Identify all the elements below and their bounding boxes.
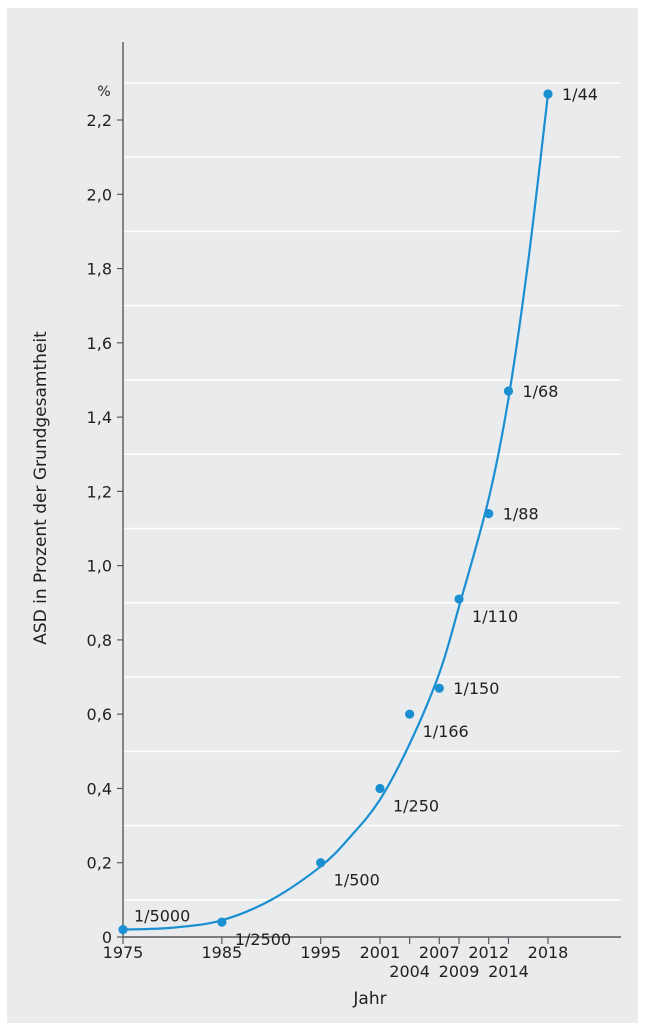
y-tick-label: 1,4 <box>87 408 112 427</box>
data-point <box>375 783 385 794</box>
data-point <box>484 509 494 519</box>
y-tick-label: 0,4 <box>87 779 112 798</box>
x-tick-label: 2012 <box>468 943 509 962</box>
data-point <box>543 89 553 99</box>
y-tick-label: 1,0 <box>87 557 112 576</box>
data-label: 1/68 <box>522 382 558 401</box>
data-label: 1/110 <box>472 607 518 626</box>
y-tick-label: 2,0 <box>87 185 112 204</box>
y-tick-label: 0,8 <box>87 631 112 650</box>
data-label: 1/2500 <box>235 930 291 949</box>
y-unit-label: % <box>97 84 110 100</box>
y-tick-label: 0 <box>102 928 112 947</box>
x-tick-label: 2004 <box>389 962 430 981</box>
data-point <box>316 858 326 868</box>
x-tick-label: 2018 <box>528 943 569 962</box>
data-points <box>118 89 553 935</box>
data-label: 1/150 <box>453 679 499 698</box>
x-tick-label: 2001 <box>360 943 401 962</box>
y-tick-label: 0,6 <box>87 705 112 724</box>
data-point <box>217 917 227 927</box>
y-tick-label: 1,2 <box>87 482 112 501</box>
x-tick-label: 1985 <box>201 943 242 962</box>
y-tick-label: 1,6 <box>87 334 112 353</box>
data-labels: 1/5000 1/2500 1/500 1/250 1/166 1/150 1/110 1/8… <box>134 85 598 949</box>
x-tick-label: 1995 <box>300 943 341 962</box>
data-label: 1/500 <box>334 871 380 890</box>
data-point <box>454 594 464 604</box>
data-label: 1/44 <box>562 85 598 104</box>
axes <box>122 42 621 938</box>
y-tick-label: 0,2 <box>87 854 112 873</box>
data-point <box>405 709 415 719</box>
x-tick-label: 2014 <box>488 962 529 981</box>
data-label: 1/166 <box>423 722 469 741</box>
gridlines <box>123 82 621 901</box>
data-point <box>118 924 128 935</box>
x-tick-label: 2009 <box>439 962 480 981</box>
data-point <box>503 386 514 396</box>
data-point <box>434 683 444 693</box>
data-label: 1/5000 <box>134 907 190 926</box>
y-tick-labels: 0 0,2 0,4 0,6 0,8 1,0 1,2 1,4 1,6 1,8 2,0 2,2 <box>87 111 123 947</box>
trend-curve <box>122 93 550 931</box>
chart-background <box>7 8 638 1023</box>
x-axis-title: Jahr <box>352 989 386 1009</box>
data-label: 1/250 <box>393 796 439 815</box>
x-tick-label: 2007 <box>419 943 460 962</box>
y-tick-label: 1,8 <box>87 260 112 279</box>
x-tick-label: 1975 <box>103 943 144 962</box>
y-tick-label: 2,2 <box>87 111 112 130</box>
y-axis-title: ASD in Prozent der Grundgesamtheit <box>31 331 51 645</box>
data-label: 1/88 <box>503 505 539 524</box>
